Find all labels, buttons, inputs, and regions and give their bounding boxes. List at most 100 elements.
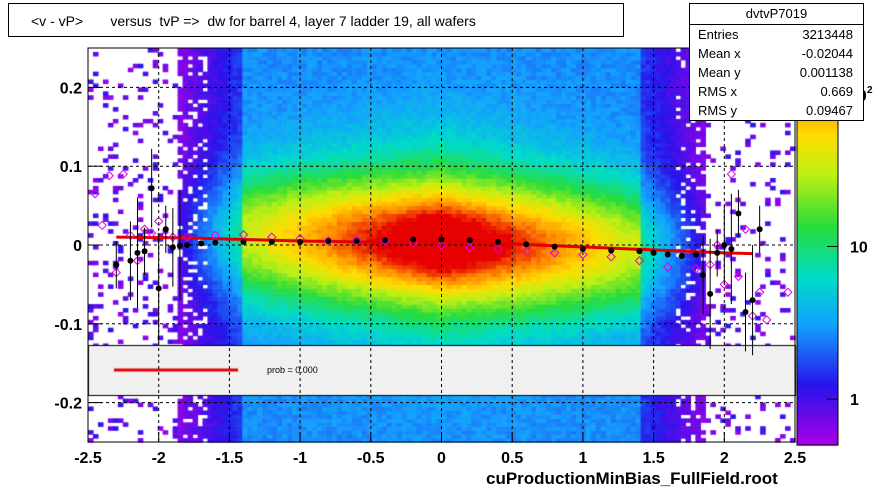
stats-value: 3213448 [802, 27, 853, 42]
stats-label: RMS x [698, 84, 737, 99]
profile-point-black [169, 244, 176, 251]
x-tick-label: -0.5 [357, 450, 385, 467]
profile-point-black [212, 239, 219, 246]
stats-label: Mean x [698, 46, 741, 61]
profile-point-black [664, 251, 671, 258]
profile-point-black [325, 238, 332, 245]
profile-point-magenta [104, 170, 114, 181]
profile-point-black [523, 241, 530, 248]
profile-point-magenta [606, 252, 616, 262]
colorbar-tick-exponent: 2 [867, 85, 873, 96]
stats-label: RMS y [698, 103, 737, 118]
profile-point-black [721, 242, 728, 248]
profile-point-magenta [740, 224, 751, 234]
stats-value: -0.02044 [801, 46, 853, 61]
colorbar-tick-label: 1 [850, 392, 859, 409]
stats-label: Entries [698, 27, 739, 42]
stats-box: dvtvP7019 Entries 3213448 Mean x -0.0204… [689, 3, 864, 121]
stats-row-entries: Entries 3213448 [690, 25, 863, 44]
profile-point-black [297, 238, 304, 245]
profile-point-black [240, 238, 247, 245]
profile-point-magenta [663, 262, 673, 272]
profile-point-magenta [408, 237, 418, 248]
y-tick-label: 0.2 [60, 80, 82, 97]
profile-point-magenta [521, 246, 532, 257]
profile-point-black [551, 243, 558, 250]
x-tick-label: -2 [152, 450, 166, 467]
profile-point-magenta [634, 256, 645, 266]
profile-point-black [650, 249, 657, 256]
profile-point-magenta [210, 230, 220, 241]
x-tick-label: -1 [293, 450, 307, 467]
profile-point-magenta [153, 216, 164, 227]
profile-point-black [127, 257, 134, 264]
profile-point-black [678, 253, 685, 260]
stats-value: 0.001138 [799, 65, 853, 80]
profile-point-black [198, 240, 205, 247]
y-tick-label: 0 [73, 238, 82, 255]
profile-point-black [579, 245, 586, 252]
profile-point-black [353, 238, 360, 245]
profile-point-black [735, 210, 742, 217]
profile-point-black [728, 245, 735, 252]
profile-point-black [268, 238, 275, 245]
fit-line [116, 235, 753, 256]
profile-point-black [381, 237, 388, 244]
profile-point-black [141, 248, 148, 255]
profile-point-black [438, 236, 445, 243]
profile-point-magenta [90, 189, 100, 199]
stats-label: Mean y [698, 65, 741, 80]
profile-point-black [608, 247, 615, 254]
profile-point-magenta [97, 220, 107, 231]
x-tick-label: -1.5 [216, 450, 244, 467]
profile-point-magenta [549, 248, 560, 258]
profile-point-magenta [762, 315, 772, 325]
profile-point-black [742, 308, 749, 315]
profile-point-magenta [719, 279, 730, 290]
stats-value: 0.09467 [806, 103, 853, 118]
colorbar-tick-label: 10 [850, 240, 868, 257]
profile-point-black [466, 237, 473, 244]
x-tick-label: 2.5 [784, 450, 806, 467]
profile-point-black [162, 226, 169, 233]
y-tick-label: -0.2 [54, 396, 82, 413]
profile-point-black [495, 238, 502, 245]
stats-row-mean-x: Mean x -0.02044 [690, 44, 863, 63]
profile-point-black [410, 236, 417, 243]
x-tick-label: 0 [437, 450, 446, 467]
profile-point-magenta [783, 287, 793, 297]
profile-point-black [148, 185, 155, 192]
x-tick-label: 1.5 [642, 450, 664, 467]
profile-point-black [134, 249, 141, 256]
x-tick-label: -2.5 [74, 450, 102, 467]
stats-value: 0.669 [820, 84, 853, 99]
stats-row-rms-y: RMS y 0.09467 [690, 101, 863, 120]
profile-point-black [749, 297, 756, 304]
profile-point-magenta [754, 287, 765, 297]
plot-title-box: <v - vP> versus tvP => dw for barrel 4, … [8, 3, 624, 37]
y-tick-label: -0.1 [54, 317, 82, 334]
profile-point-magenta [351, 235, 362, 245]
profile-point-magenta [182, 232, 192, 242]
x-tick-label: 1 [578, 450, 587, 467]
stats-row-mean-y: Mean y 0.001138 [690, 63, 863, 82]
profile-point-magenta [691, 263, 701, 274]
x-tick-label: 0.5 [501, 450, 523, 467]
footer-filename: cuProductionMinBias_FullField.root [486, 469, 778, 488]
profile-point-magenta [146, 228, 157, 238]
plot-title: <v - vP> versus tvP => dw for barrel 4, … [31, 13, 476, 29]
profile-point-black [693, 251, 700, 258]
profile-point-magenta [726, 169, 737, 179]
profile-point-magenta [578, 249, 588, 260]
profile-point-magenta [436, 240, 447, 250]
profile-point-black [636, 248, 643, 255]
profile-point-black [707, 290, 714, 297]
profile-point-black [183, 242, 190, 248]
profile-point-magenta [118, 169, 129, 179]
profile-point-black [113, 261, 120, 268]
profile-point-black [700, 271, 707, 278]
profile-point-magenta [465, 242, 475, 253]
profile-point-black [714, 249, 721, 256]
profile-point-black [155, 285, 162, 292]
y-tick-label: 0.1 [60, 159, 82, 176]
